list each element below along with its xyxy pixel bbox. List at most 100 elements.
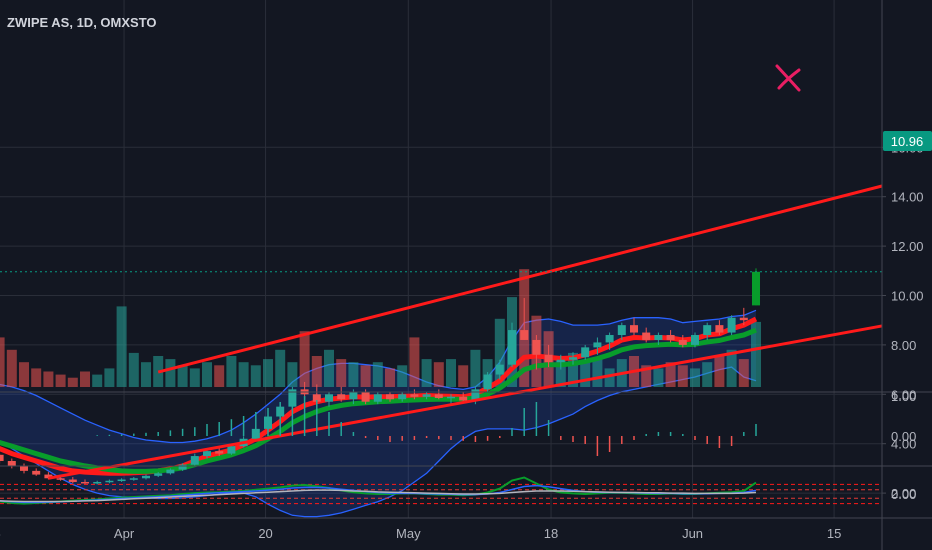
volume-bar — [202, 362, 212, 387]
candle-body — [44, 474, 53, 479]
candle-body — [727, 317, 736, 333]
candle-body — [142, 475, 150, 479]
candle-body — [617, 325, 626, 336]
candle-body — [752, 271, 760, 306]
volume-bar — [116, 306, 127, 387]
candle-body — [508, 330, 516, 365]
volume-bar — [19, 362, 29, 387]
volume-bar — [55, 374, 66, 387]
candle-body — [483, 374, 492, 390]
candle-body — [630, 325, 638, 333]
volume-bar — [372, 362, 383, 387]
candle-body — [129, 478, 138, 480]
candle-body — [68, 479, 77, 482]
volume-bar — [397, 365, 408, 387]
volume-bar — [250, 365, 261, 387]
candle-body — [678, 339, 687, 345]
candle-body — [154, 473, 163, 476]
volume-bar — [311, 356, 322, 387]
volume-bar — [324, 349, 334, 387]
candle-body — [691, 335, 699, 345]
price-axis-label: 6.00 — [891, 387, 916, 402]
volume-bar — [177, 365, 188, 387]
oscillator-line — [0, 489, 757, 503]
volume-bar — [458, 365, 469, 387]
cross-marker-stroke — [777, 68, 801, 90]
candle-body — [532, 339, 541, 355]
volume-bar — [751, 321, 761, 387]
time-axis-label: 15 — [827, 526, 841, 541]
candle-body — [739, 317, 748, 321]
candle-body — [32, 470, 41, 475]
volume-bar — [263, 359, 273, 387]
time-axis-label: 18 — [544, 526, 558, 541]
price-badge-value: 10.96 — [891, 134, 924, 149]
volume-bar — [67, 377, 78, 387]
time-axis[interactable]: 16 Apr 20 May 18 Jun 15 — [0, 526, 841, 541]
candle-body — [398, 394, 407, 400]
volume-bar — [714, 356, 725, 387]
trendline[interactable] — [48, 324, 883, 480]
volume-bar — [348, 362, 359, 387]
price-badge-bg — [883, 131, 932, 151]
candle-body — [105, 480, 114, 483]
candle-body — [215, 451, 224, 454]
candle-body — [373, 394, 382, 402]
momentum-histogram — [96, 396, 757, 456]
candle-body — [581, 347, 590, 358]
candle-body — [312, 394, 321, 402]
volume-bar — [238, 362, 249, 387]
volume-bar — [494, 318, 505, 387]
candle-body — [349, 391, 358, 400]
candle-body — [642, 332, 651, 340]
price-axis-label: 10.00 — [891, 289, 924, 304]
volume-bar — [421, 359, 432, 387]
candle-body — [569, 357, 577, 360]
volume-bar — [336, 359, 347, 387]
volume-bar — [409, 337, 420, 387]
histogram-axis-label: 1.00 — [891, 389, 916, 404]
volume-bar — [677, 365, 688, 387]
candle-body — [703, 325, 712, 336]
trendline[interactable] — [157, 184, 883, 374]
candle-body — [459, 396, 468, 401]
candle-body — [386, 394, 394, 400]
trendlines[interactable] — [48, 184, 883, 480]
candle-body — [434, 394, 443, 399]
volume-bar — [6, 349, 17, 387]
oscillator-lines — [0, 476, 882, 505]
candle-body — [520, 330, 529, 340]
candle-body — [56, 478, 65, 480]
price-axis-label: 8.00 — [891, 338, 916, 353]
candle-body — [178, 464, 187, 470]
volume-bar — [555, 356, 566, 387]
volume-bar — [568, 352, 578, 387]
volume-bar — [141, 362, 151, 387]
candle-body — [593, 342, 602, 348]
price-badge: 10.96 — [883, 131, 932, 151]
oscillator-axis-label: 0.00 — [891, 487, 916, 502]
volume-bar — [104, 368, 115, 387]
volume-bar — [592, 359, 603, 387]
candle-body — [715, 325, 724, 333]
time-axis-label: Apr — [114, 526, 135, 541]
candle-body — [203, 451, 211, 457]
candle-body — [447, 396, 455, 399]
candle-body — [495, 364, 504, 375]
cross-marker-icon[interactable] — [775, 64, 801, 92]
volume-bar — [702, 362, 713, 387]
price-axis-label: 2.00 — [891, 486, 916, 501]
time-axis-label: 16 — [0, 526, 1, 541]
price-axis-label: 14.00 — [891, 190, 924, 205]
volume-bar — [31, 368, 42, 387]
volume-bar — [214, 365, 225, 387]
candle-body — [666, 335, 675, 340]
volume-bar — [287, 362, 298, 387]
volume-bar — [446, 359, 456, 387]
volume-bar — [653, 368, 664, 387]
volume-bar — [275, 349, 286, 387]
volume-bar — [641, 365, 652, 387]
candle-body — [166, 469, 175, 474]
